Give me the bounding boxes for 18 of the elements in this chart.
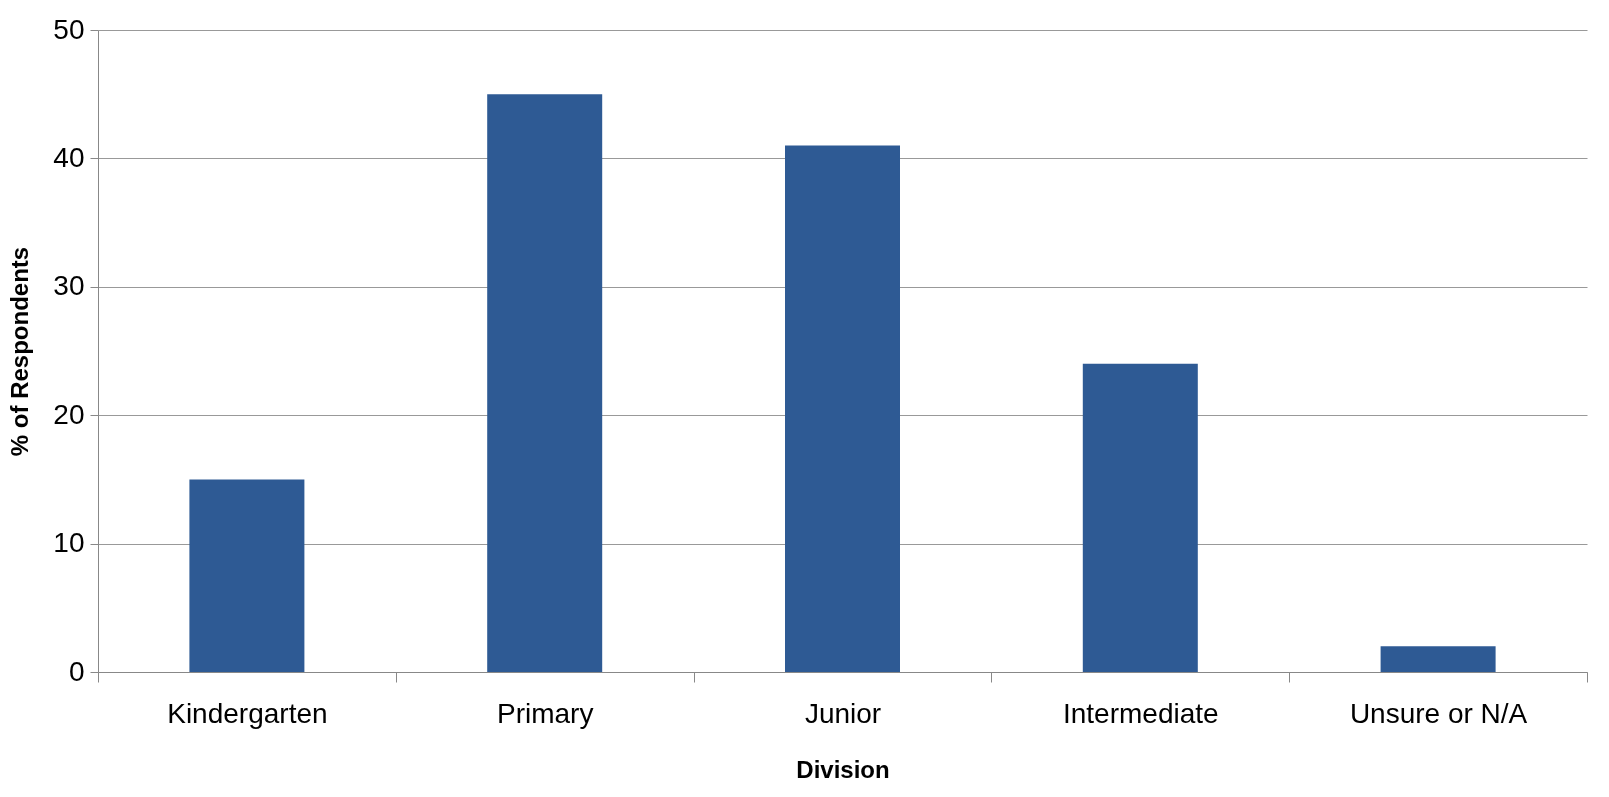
y-tick-label: 20	[53, 398, 85, 430]
x-tick-label: Unsure or N/A	[1349, 697, 1528, 729]
bar	[189, 479, 305, 672]
bar	[1082, 363, 1198, 672]
x-axis-title: Division	[796, 755, 890, 783]
bar	[487, 94, 603, 672]
bar	[785, 145, 900, 672]
y-tick-label: 30	[53, 270, 85, 302]
x-tick-label: Kindergarten	[167, 697, 328, 729]
y-tick-label: 0	[68, 655, 85, 687]
y-tick-label: 40	[53, 141, 85, 173]
y-tick-label: 50	[53, 13, 85, 45]
bar	[1380, 646, 1496, 672]
y-tick-label: 10	[53, 527, 85, 559]
x-tick-label: Intermediate	[1062, 697, 1219, 729]
y-axis-title: % of Respondents	[6, 246, 34, 457]
x-tick-label: Junior	[804, 697, 882, 729]
x-tick-label: Primary	[496, 697, 594, 729]
